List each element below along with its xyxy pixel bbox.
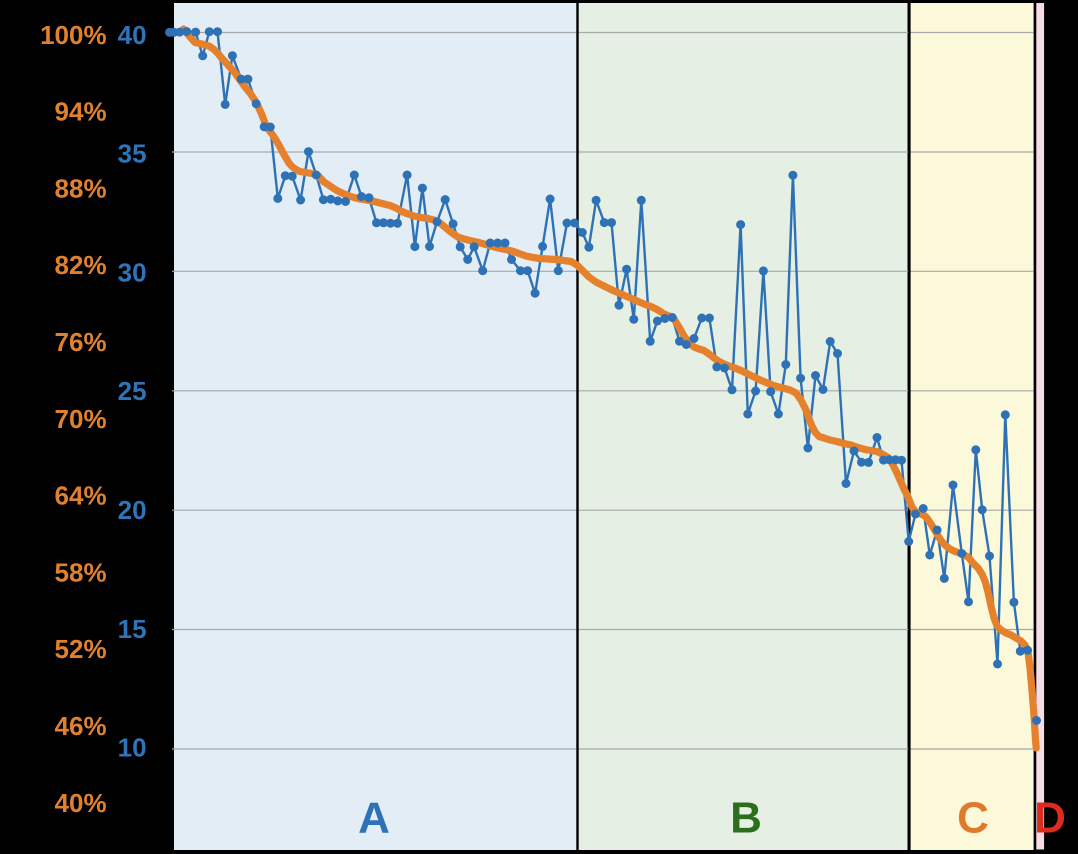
svg-text:76%: 76% [55, 327, 107, 357]
svg-text:88%: 88% [55, 173, 107, 203]
svg-text:30: 30 [118, 257, 147, 287]
svg-text:25: 25 [118, 376, 147, 406]
svg-text:40: 40 [118, 20, 147, 50]
svg-text:52%: 52% [55, 634, 107, 664]
svg-text:100%: 100% [40, 20, 107, 50]
svg-text:B: B [730, 794, 762, 843]
svg-text:A: A [358, 794, 390, 843]
svg-text:10: 10 [118, 733, 147, 763]
svg-text:46%: 46% [55, 711, 107, 741]
svg-text:70%: 70% [55, 404, 107, 434]
svg-text:64%: 64% [55, 481, 107, 511]
svg-text:15: 15 [118, 614, 147, 644]
svg-text:20: 20 [118, 495, 147, 525]
svg-text:D: D [1034, 794, 1066, 843]
svg-text:82%: 82% [55, 250, 107, 280]
svg-text:58%: 58% [55, 557, 107, 587]
svg-text:94%: 94% [55, 97, 107, 127]
svg-text:35: 35 [118, 139, 147, 169]
svg-text:C: C [957, 794, 989, 843]
svg-text:40%: 40% [55, 788, 107, 818]
